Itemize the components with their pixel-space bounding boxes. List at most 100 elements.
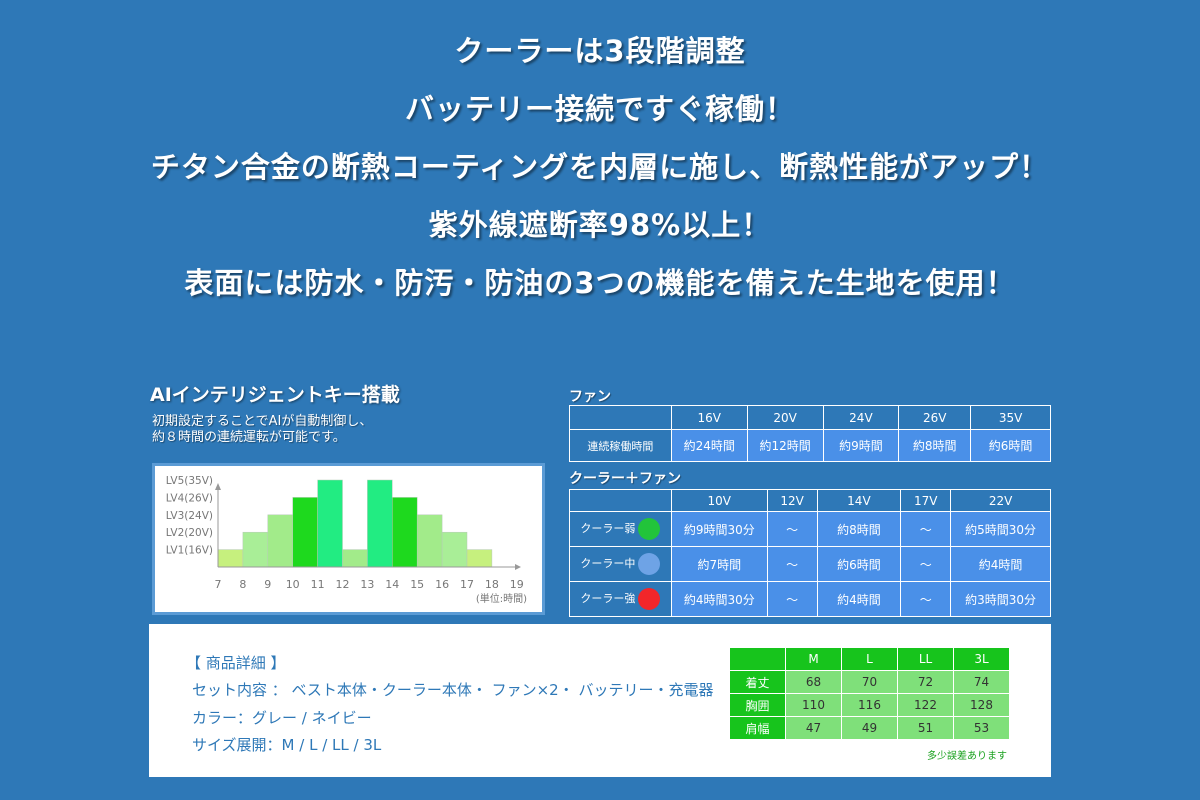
size-cell: 47 [785, 716, 842, 740]
chart-bar [292, 497, 318, 568]
color-text: カラー：グレー / ネイビー [192, 709, 372, 727]
cooler-row-label: クーラー弱 [569, 511, 672, 547]
cooler-cell: ～ [900, 581, 952, 617]
blue-dot-icon [638, 553, 661, 575]
fan-runtime-row: 連続稼働時間 約24時間 約12時間 約9時間 約8時間 約6時間 [569, 429, 1051, 462]
cooler-cell: 約8時間 [816, 511, 902, 547]
size-header-cell: LL [897, 647, 954, 671]
cooler-header-cell [569, 489, 672, 512]
size-cell: 122 [897, 693, 954, 717]
cooler-row-low: クーラー弱 約9時間30分 ～ 約8時間 ～ 約5時間30分 [569, 511, 1051, 547]
level-chart: LV1(16V) LV2(20V) LV3(24V) LV4(26V) LV5(35V)… [152, 463, 545, 615]
chart-y-tick-label: LV4(26V) [166, 492, 213, 504]
headline-4: 紫外線遮断率98%以上！ [428, 208, 772, 242]
cooler-header-cell: 17V [900, 489, 952, 512]
ai-desc-line-2: 約８時間の連続運転が可能です。 [152, 430, 346, 445]
fan-runtime-cell: 約24時間 [670, 429, 748, 462]
set-contents-text: セット内容 ： ベスト本体・クーラー本体・ ファン×2・ バッテリー・充電器 [192, 681, 714, 699]
size-cell: 110 [785, 693, 842, 717]
chart-y-tick-label: LV1(16V) [166, 545, 213, 557]
cooler-cell: ～ [766, 546, 818, 582]
fan-runtime-cell: 約6時間 [970, 429, 1051, 462]
cooler-cell: 約7時間 [670, 546, 768, 582]
chart-x-tick-label: 15 [410, 578, 424, 591]
chart-x-tick-label: 17 [460, 578, 474, 591]
headline-2: バッテリー接続ですぐ稼働！ [404, 92, 795, 126]
chart-bar [317, 479, 343, 568]
sizes-text: サイズ展開：M / L / LL / 3L [192, 736, 382, 754]
cooler-cell: 約5時間30分 [950, 511, 1051, 547]
size-row-label: 着丈 [729, 670, 786, 694]
cooler-header-cell: 12V [766, 489, 818, 512]
product-details-panel: 【 商品詳細 】 セット内容 ： ベスト本体・クーラー本体・ ファン×2・ バッ… [149, 624, 1051, 777]
fan-runtime-cell: 約8時間 [898, 429, 972, 462]
fan-runtime-cell: 約12時間 [746, 429, 824, 462]
level-chart-svg: LV1(16V) LV2(20V) LV3(24V) LV4(26V) LV5(35V)… [166, 475, 527, 605]
chart-x-tick-label: 19 [510, 578, 524, 591]
cooler-table: 10V 12V 14V 17V 22V クーラー弱 約9時間30分 ～ 約8時間… [569, 489, 1051, 617]
chart-bar [242, 531, 269, 568]
size-cell: 53 [953, 716, 1010, 740]
fan-runtime-cell: 約9時間 [822, 429, 900, 462]
chart-bar [342, 549, 368, 568]
ai-key-title: AIインテリジェントキー搭載 [150, 384, 400, 406]
cooler-cell: 約4時間 [950, 546, 1051, 582]
cooler-cell: ～ [900, 511, 952, 547]
size-cell: 49 [841, 716, 898, 740]
cooler-label-high: クーラー強 [580, 592, 636, 605]
size-cell: 74 [953, 670, 1010, 694]
size-header-row: M L LL 3L [729, 647, 1010, 671]
chart-unit-label: (単位:時間) [476, 592, 527, 605]
green-dot-icon [638, 518, 661, 540]
chart-y-tick-label: LV5(35V) [166, 475, 213, 487]
headline-list: クーラーは3段階調整 バッテリー接続ですぐ稼働！ チタン合金の断熱コーティングを… [0, 22, 1200, 312]
headline-5: 表面には防水・防汚・防油の3つの機能を備えた生地を使用！ [184, 266, 1016, 300]
cooler-cell: 約6時間 [816, 546, 902, 582]
chart-x-tick-label: 11 [311, 578, 325, 591]
fan-row-label: 連続稼働時間 [569, 429, 672, 462]
cooler-cell: ～ [900, 546, 952, 582]
cooler-header-cell: 14V [816, 489, 902, 512]
chart-x-tick-label: 7 [215, 578, 222, 591]
fan-header-row: 16V 20V 24V 26V 35V [569, 405, 1051, 430]
size-header-cell: L [841, 647, 898, 671]
cooler-row-label: クーラー強 [569, 581, 672, 617]
cooler-cell: ～ [766, 581, 818, 617]
chart-bar [367, 479, 393, 568]
size-row-label: 胸囲 [729, 693, 786, 717]
cooler-row-mid: クーラー中 約7時間 ～ 約6時間 ～ 約4時間 [569, 546, 1051, 582]
size-cell: 51 [897, 716, 954, 740]
fan-header-cell: 26V [898, 405, 972, 430]
chart-x-tick-label: 14 [385, 578, 399, 591]
size-cell: 68 [785, 670, 842, 694]
cooler-row-label: クーラー中 [569, 546, 672, 582]
size-row-shoulder: 肩幅 47 49 51 53 [729, 716, 1010, 740]
ai-desc-line-1: 初期設定することでAIが自動制御し、 [152, 414, 373, 429]
chart-y-tick-label: LV3(24V) [166, 510, 213, 522]
cooler-cell: 約9時間30分 [670, 511, 768, 547]
chart-x-tick-label: 9 [264, 578, 271, 591]
cooler-cell: ～ [766, 511, 818, 547]
cooler-cell: 約4時間30分 [670, 581, 768, 617]
ai-key-description: 初期設定することでAIが自動制御し、 約８時間の連続運転が可能です。 [152, 414, 372, 446]
chart-x-tick-label: 18 [485, 578, 499, 591]
size-cell: 72 [897, 670, 954, 694]
cooler-section-label: クーラー＋ファン [569, 471, 681, 487]
chart-x-tick-label: 10 [286, 578, 300, 591]
fan-header-cell: 16V [670, 405, 748, 430]
size-row-length: 着丈 68 70 72 74 [729, 670, 1010, 694]
size-note: 多少誤差あります [927, 751, 1007, 762]
chart-x-tick-label: 12 [336, 578, 350, 591]
chart-x-tick-label: 13 [360, 578, 374, 591]
size-table: M L LL 3L 着丈 68 70 72 74 胸囲 110 116 122 … [729, 647, 1010, 740]
chart-x-tick-label: 16 [435, 578, 449, 591]
fan-section-label: ファン [569, 389, 611, 405]
cooler-label-low: クーラー弱 [580, 522, 636, 535]
size-header-cell: M [785, 647, 842, 671]
chart-bar [217, 549, 244, 568]
cooler-header-row: 10V 12V 14V 17V 22V [569, 489, 1051, 512]
size-cell: 70 [841, 670, 898, 694]
chart-bar [466, 549, 493, 568]
size-cell: 128 [953, 693, 1010, 717]
cooler-label-mid: クーラー中 [580, 557, 636, 570]
